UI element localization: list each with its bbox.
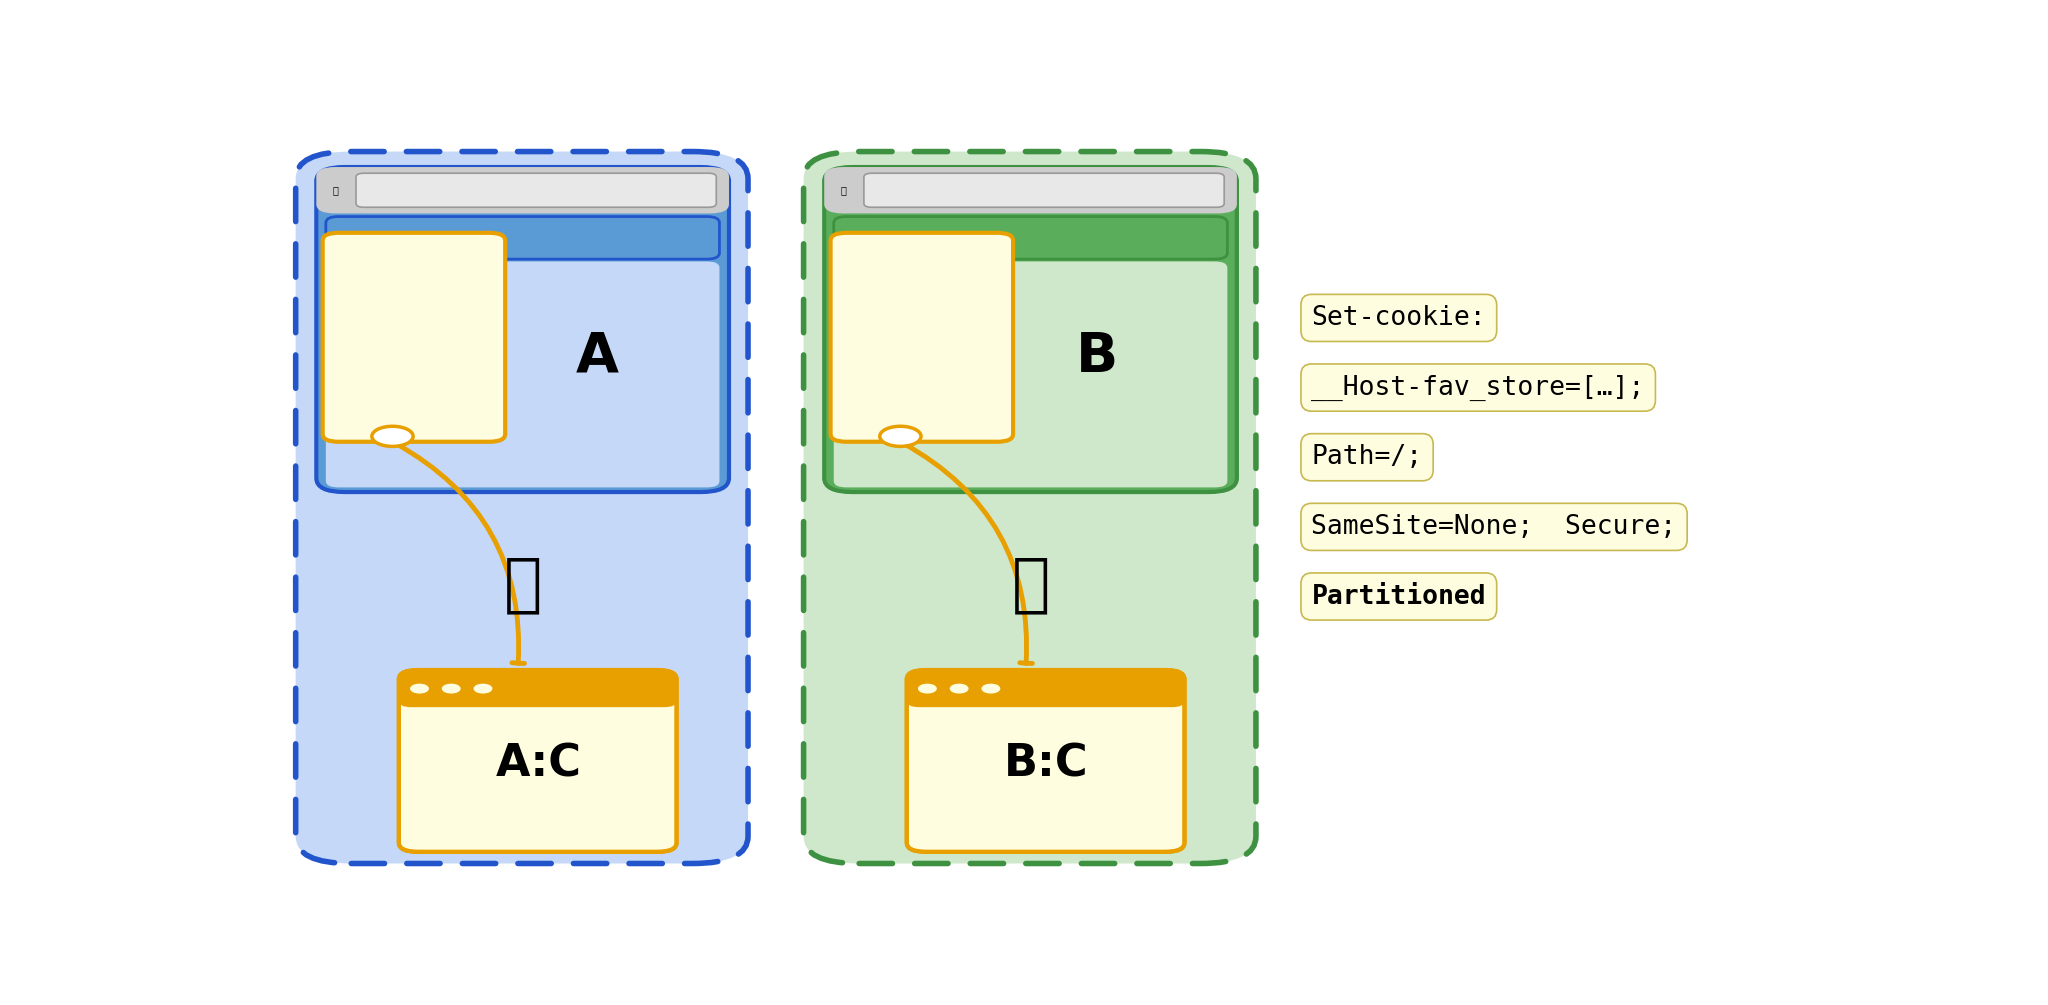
Text: Partitioned: Partitioned bbox=[1311, 584, 1487, 609]
Text: A: A bbox=[575, 330, 618, 384]
FancyBboxPatch shape bbox=[823, 167, 1237, 492]
FancyBboxPatch shape bbox=[864, 173, 1225, 207]
Circle shape bbox=[442, 684, 461, 692]
FancyBboxPatch shape bbox=[315, 167, 729, 492]
Text: SameSite=None;  Secure;: SameSite=None; Secure; bbox=[1311, 514, 1677, 540]
FancyBboxPatch shape bbox=[399, 670, 676, 852]
Text: 🍪: 🍪 bbox=[1012, 554, 1051, 616]
Circle shape bbox=[920, 684, 936, 692]
FancyBboxPatch shape bbox=[356, 173, 717, 207]
Circle shape bbox=[412, 684, 428, 692]
FancyBboxPatch shape bbox=[295, 152, 748, 863]
FancyBboxPatch shape bbox=[315, 167, 729, 213]
FancyBboxPatch shape bbox=[823, 167, 1237, 213]
Text: Set-cookie:: Set-cookie: bbox=[1311, 305, 1487, 331]
FancyBboxPatch shape bbox=[834, 216, 1227, 259]
Circle shape bbox=[373, 426, 414, 446]
FancyBboxPatch shape bbox=[907, 670, 1184, 852]
FancyBboxPatch shape bbox=[326, 216, 719, 259]
Text: __Host-fav_store=[…];: __Host-fav_store=[…]; bbox=[1311, 375, 1645, 401]
Text: 🍪: 🍪 bbox=[504, 554, 543, 616]
Circle shape bbox=[983, 684, 999, 692]
FancyBboxPatch shape bbox=[831, 233, 1014, 442]
FancyBboxPatch shape bbox=[399, 670, 676, 708]
Text: Path=/;: Path=/; bbox=[1311, 444, 1423, 470]
FancyBboxPatch shape bbox=[907, 670, 1184, 708]
Text: 🔒: 🔒 bbox=[840, 185, 846, 195]
FancyBboxPatch shape bbox=[324, 233, 506, 442]
Circle shape bbox=[950, 684, 969, 692]
FancyBboxPatch shape bbox=[803, 152, 1255, 863]
Circle shape bbox=[881, 426, 922, 446]
FancyBboxPatch shape bbox=[326, 261, 719, 487]
Text: B: B bbox=[1075, 330, 1118, 384]
FancyBboxPatch shape bbox=[834, 261, 1227, 487]
Text: 🔒: 🔒 bbox=[332, 185, 338, 195]
Text: A:C: A:C bbox=[496, 743, 582, 786]
Text: B:C: B:C bbox=[1004, 743, 1090, 786]
Circle shape bbox=[475, 684, 492, 692]
